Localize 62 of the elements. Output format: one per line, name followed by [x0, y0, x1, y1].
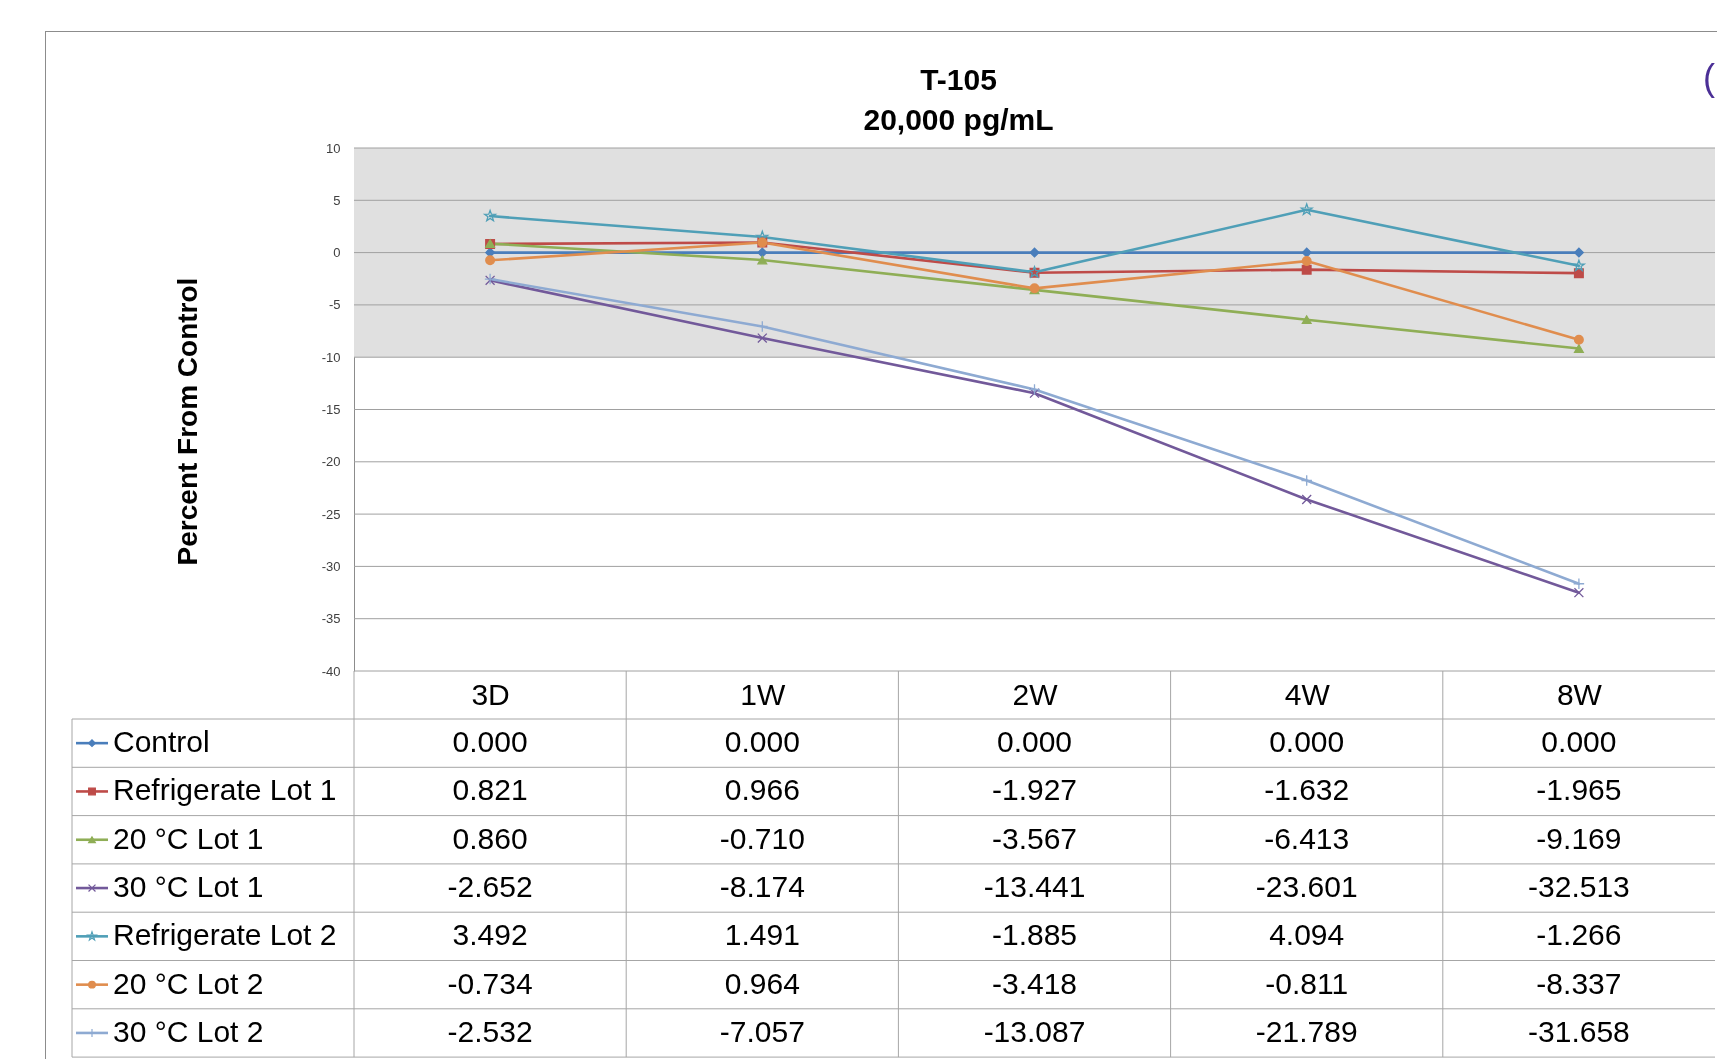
y-tick-label: 5 [333, 192, 341, 208]
data-label: -9.169 [1536, 821, 1622, 855]
x-tick-label: 1W [740, 677, 786, 711]
data-label: -3.567 [991, 821, 1078, 855]
y-tick-label: -15 [321, 402, 341, 417]
chart-subtitle: 20,000 pg/mL [863, 103, 1054, 136]
data-label: -3.418 [991, 966, 1078, 1000]
data-label: 0.000 [452, 725, 528, 759]
y-tick-label: -30 [321, 558, 341, 574]
data-label: -1.885 [991, 918, 1078, 952]
data-label: 0.964 [724, 966, 800, 1000]
data-label: -6.413 [1264, 821, 1350, 855]
data-label: -31.658 [1528, 1014, 1630, 1048]
x-tick-label: 4W [1284, 677, 1331, 711]
y-tick-label: -5 [328, 297, 341, 313]
data-label: 0.000 [724, 725, 800, 759]
x-tick-label: 2W [1012, 677, 1059, 711]
y-tick-label: -25 [321, 506, 341, 522]
data-label: 0.000 [996, 725, 1073, 759]
data-label: 0.000 [1541, 725, 1617, 759]
text: ( [1703, 57, 1715, 98]
data-label: -8.174 [719, 870, 805, 904]
data-label: 0.966 [724, 773, 800, 807]
data-label: -2.652 [447, 870, 533, 904]
data-label: -32.513 [1528, 870, 1630, 904]
data-label: -1.927 [991, 773, 1078, 807]
data-label: -1.632 [1264, 773, 1350, 807]
x-tick-label: 8W [1556, 677, 1603, 711]
y-tick-label: -40 [321, 663, 341, 679]
x-tick-label: 3D [471, 677, 510, 711]
data-label: 4.094 [1269, 918, 1345, 952]
data-label: -0.734 [447, 966, 533, 1000]
chart-title: T-105 [920, 63, 997, 96]
data-label: -23.601 [1255, 870, 1358, 904]
data-label: -13.441 [983, 870, 1086, 904]
data-label: -8.337 [1536, 966, 1622, 1000]
legend-label: 30 °C Lot 1 [113, 870, 264, 904]
data-label: -21.789 [1255, 1014, 1358, 1048]
legend-label: Refrigerate Lot 2 [113, 918, 337, 952]
data-label: -2.532 [447, 1014, 533, 1048]
data-label: 1.491 [724, 918, 800, 952]
data-label: 3.492 [452, 918, 528, 952]
y-tick-label: -35 [321, 611, 341, 627]
legend-label: 20 °C Lot 2 [113, 966, 264, 1000]
y-tick-label: 0 [333, 245, 341, 261]
y-tick-label: -10 [321, 349, 341, 365]
data-label: -1.266 [1536, 918, 1622, 952]
legend-label: 30 °C Lot 2 [113, 1014, 264, 1048]
y-tick-label: 10 [326, 140, 341, 156]
y-tick-label: -20 [321, 454, 341, 470]
data-label: 0.860 [452, 821, 528, 855]
data-label: -13.087 [983, 1014, 1086, 1048]
y-axis-title: Percent From Control [171, 277, 203, 566]
data-label: -7.057 [719, 1014, 805, 1048]
data-label: 0.000 [1269, 725, 1345, 759]
data-label: -0.811 [1265, 966, 1349, 1000]
data-label: 0.821 [452, 773, 528, 807]
data-label: -1.965 [1536, 773, 1622, 807]
data-label: -0.710 [719, 821, 805, 855]
legend-label: Refrigerate Lot 1 [113, 773, 337, 807]
legend-label: Control [113, 725, 210, 759]
legend-label: 20 °C Lot 1 [113, 821, 264, 855]
